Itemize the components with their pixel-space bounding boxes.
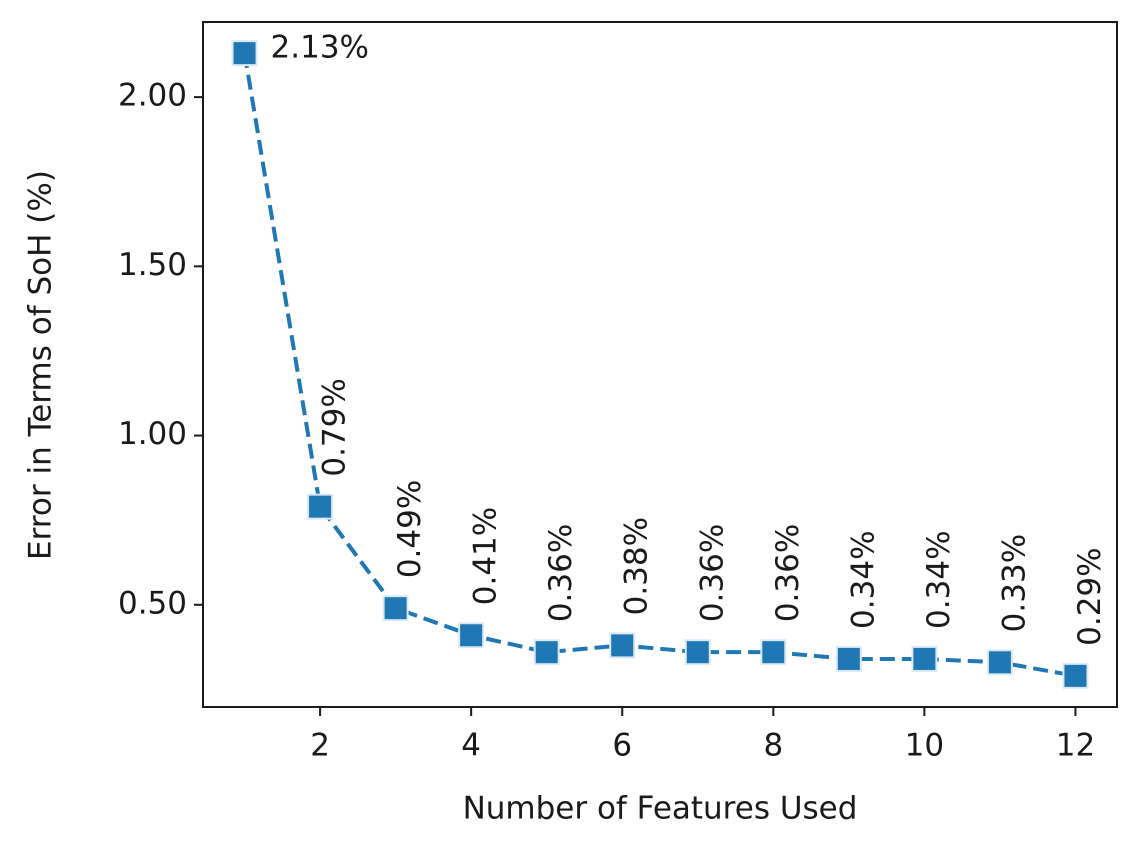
y-axis-label: Error in Terms of SoH (%) bbox=[23, 170, 59, 560]
y-tick-label: 1.00 bbox=[118, 416, 187, 452]
value-label: 0.79% bbox=[317, 378, 353, 476]
marker bbox=[382, 595, 409, 622]
marker bbox=[835, 645, 862, 672]
value-label: 0.49% bbox=[392, 480, 428, 578]
marker bbox=[684, 639, 711, 666]
x-tick-label: 12 bbox=[1056, 728, 1095, 764]
marker bbox=[231, 40, 258, 67]
marker bbox=[458, 622, 485, 649]
x-tick-label: 6 bbox=[612, 728, 632, 764]
x-tick-label: 4 bbox=[461, 728, 481, 764]
value-label: 0.36% bbox=[543, 524, 579, 622]
x-tick-label: 8 bbox=[763, 728, 783, 764]
marker bbox=[986, 649, 1013, 676]
plot-frame bbox=[202, 21, 1118, 708]
value-label: 0.36% bbox=[770, 524, 806, 622]
marker bbox=[760, 639, 787, 666]
marker bbox=[609, 632, 636, 659]
value-label: 0.33% bbox=[996, 534, 1032, 632]
value-label: 0.29% bbox=[1072, 547, 1108, 645]
y-tick-label: 2.00 bbox=[118, 78, 187, 114]
marker bbox=[307, 493, 334, 520]
marker bbox=[1062, 662, 1089, 689]
y-tick-label: 1.50 bbox=[118, 247, 187, 283]
value-label: 0.34% bbox=[845, 530, 881, 628]
value-label: 0.38% bbox=[619, 517, 655, 615]
x-tick-label: 2 bbox=[310, 728, 330, 764]
x-tick-label: 10 bbox=[905, 728, 944, 764]
value-label: 0.34% bbox=[921, 530, 957, 628]
marker bbox=[533, 639, 560, 666]
x-axis-label: Number of Features Used bbox=[463, 791, 858, 827]
y-tick-label: 0.50 bbox=[118, 585, 187, 621]
value-label: 0.36% bbox=[694, 524, 730, 622]
value-label: 2.13% bbox=[271, 30, 369, 66]
value-label: 0.41% bbox=[468, 507, 504, 605]
marker bbox=[911, 645, 938, 672]
